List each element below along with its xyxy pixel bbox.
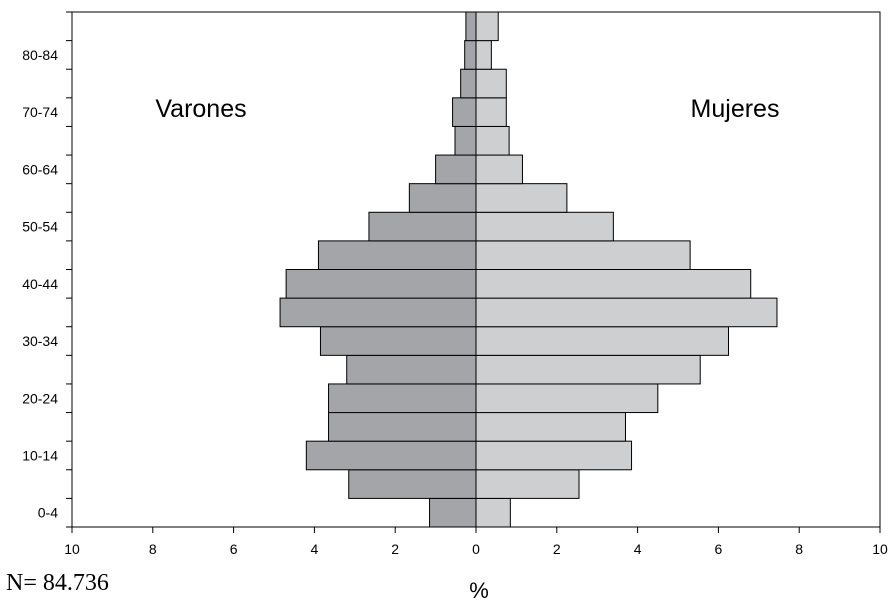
y-tick-label: 40-44 bbox=[22, 276, 58, 292]
x-tick-label: 10 bbox=[64, 541, 80, 557]
bar-right-15-19 bbox=[475, 412, 626, 442]
x-tick-label: 2 bbox=[553, 541, 561, 557]
x-tick-label: 4 bbox=[634, 541, 642, 557]
x-tick-label: 6 bbox=[230, 541, 238, 557]
bar-right-65-69 bbox=[475, 125, 510, 156]
y-tick-label: 20-24 bbox=[22, 390, 58, 406]
bar-right-25-29 bbox=[475, 354, 701, 385]
bar-right-35-39 bbox=[475, 297, 778, 328]
y-tick-label: 50-54 bbox=[22, 219, 58, 235]
bar-right-55-59 bbox=[475, 183, 568, 213]
x-tick-label: 6 bbox=[715, 541, 723, 557]
y-tick-label: 30-34 bbox=[22, 333, 58, 349]
y-tick-label: 70-74 bbox=[22, 104, 58, 120]
x-tick-label: 8 bbox=[149, 541, 157, 557]
series-label-mujeres: Mujeres bbox=[691, 95, 780, 123]
bar-right-30-34 bbox=[475, 326, 729, 356]
y-tick-label: 0-4 bbox=[38, 505, 58, 521]
bar-left-25-29 bbox=[346, 354, 477, 385]
bar-left-45-49 bbox=[317, 240, 477, 270]
bar-left-35-39 bbox=[279, 297, 477, 328]
bar-right-45-49 bbox=[475, 240, 691, 270]
bar-left-75-79 bbox=[460, 68, 477, 99]
bar-left-30-34 bbox=[319, 326, 477, 356]
series-label-varones: Varones bbox=[155, 95, 246, 123]
bar-left-0-4 bbox=[429, 497, 477, 528]
bar-left-65-69 bbox=[454, 125, 477, 156]
x-tick-label: 2 bbox=[391, 541, 399, 557]
bar-right-70-74 bbox=[475, 97, 507, 127]
bar-right-20-24 bbox=[475, 383, 659, 414]
bar-right-60-64 bbox=[475, 154, 523, 185]
bar-left-5-9 bbox=[348, 469, 477, 499]
bar-left-55-59 bbox=[408, 183, 477, 213]
bar-left-85+ bbox=[465, 11, 477, 42]
x-axis-label: % bbox=[469, 578, 489, 603]
y-tick-label: 10-14 bbox=[22, 447, 58, 463]
bar-right-75-79 bbox=[475, 68, 507, 99]
bar-right-0-4 bbox=[475, 497, 511, 528]
bar-right-40-44 bbox=[475, 269, 752, 299]
y-tick-label: 60-64 bbox=[22, 161, 58, 177]
labels-layer: 10 8 6 4 2 0 2 4 6 8 10 0-4 10-14 20-24 30-34 40-44 50-5… bbox=[6, 47, 888, 603]
bar-left-15-19 bbox=[328, 412, 477, 442]
bars-layer bbox=[279, 11, 778, 528]
x-tick-label: 4 bbox=[311, 541, 319, 557]
x-tick-label: 8 bbox=[795, 541, 803, 557]
axes-layer bbox=[66, 11, 881, 533]
y-tick-label: 80-84 bbox=[22, 47, 58, 63]
bar-right-50-54 bbox=[475, 211, 614, 242]
x-tick-label: 10 bbox=[872, 541, 888, 557]
bar-left-50-54 bbox=[368, 211, 477, 242]
bar-right-80-84 bbox=[475, 40, 492, 70]
bar-right-10-14 bbox=[475, 440, 633, 471]
bar-left-70-74 bbox=[452, 97, 477, 127]
bar-left-10-14 bbox=[305, 440, 477, 471]
bar-right-85+ bbox=[475, 11, 499, 42]
bar-left-60-64 bbox=[435, 154, 477, 185]
bar-left-40-44 bbox=[285, 269, 477, 299]
bar-left-20-24 bbox=[328, 383, 477, 414]
x-tick-label: 0 bbox=[472, 541, 480, 557]
bar-left-80-84 bbox=[464, 40, 477, 70]
sample-size-note: N= 84.736 bbox=[6, 570, 109, 596]
bar-right-5-9 bbox=[475, 469, 580, 499]
